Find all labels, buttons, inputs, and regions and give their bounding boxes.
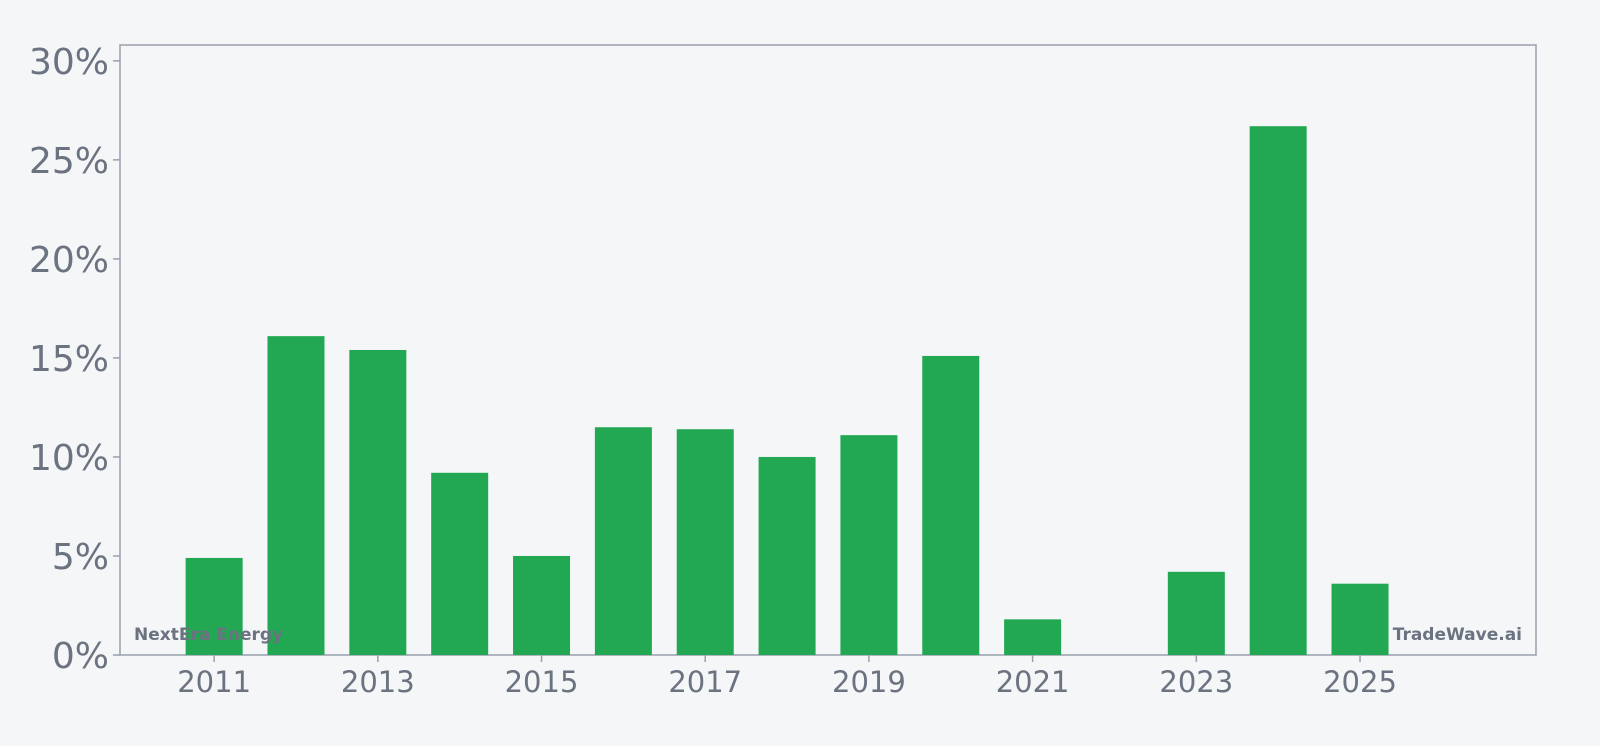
x-tick-label: 2025 bbox=[1323, 665, 1397, 699]
y-tick-label: 25% bbox=[29, 141, 109, 182]
bar-2014 bbox=[431, 472, 489, 655]
x-tick-label: 2021 bbox=[996, 665, 1070, 699]
bar-2011 bbox=[185, 557, 243, 655]
bar-2016 bbox=[594, 427, 652, 655]
bar-2019 bbox=[840, 435, 898, 655]
bar-2024 bbox=[1249, 126, 1307, 655]
x-tick-label: 2019 bbox=[832, 665, 906, 699]
bar-2015 bbox=[513, 555, 571, 655]
y-tick-label: 5% bbox=[52, 537, 109, 578]
y-tick-label: 10% bbox=[29, 438, 109, 479]
bar-2020 bbox=[922, 355, 980, 655]
plot-frame bbox=[119, 44, 1537, 656]
x-tick-label: 2013 bbox=[341, 665, 415, 699]
bar-2013 bbox=[349, 350, 407, 655]
bars-group bbox=[185, 126, 1389, 655]
x-tick-label: 2017 bbox=[668, 665, 742, 699]
y-tick-label: 0% bbox=[52, 636, 109, 677]
y-axis: 0% 5% 10% 15% 20% 25% 30% bbox=[29, 42, 120, 677]
x-axis: 2011 2013 2015 2017 2019 2021 2023 2025 bbox=[177, 655, 1397, 699]
bar-2025 bbox=[1331, 583, 1389, 655]
bar-2012 bbox=[267, 336, 325, 655]
watermark-left: NextEra Energy bbox=[134, 625, 283, 645]
x-tick-label: 2023 bbox=[1159, 665, 1233, 699]
y-tick-label: 15% bbox=[29, 339, 109, 380]
bar-2017 bbox=[676, 429, 734, 655]
y-tick-label: 30% bbox=[29, 42, 109, 83]
bar-2018 bbox=[758, 456, 816, 655]
x-tick-label: 2011 bbox=[177, 665, 251, 699]
x-tick-label: 2015 bbox=[505, 665, 579, 699]
bar-2023 bbox=[1167, 571, 1225, 655]
bar-2021 bbox=[1004, 619, 1062, 655]
y-tick-label: 20% bbox=[29, 240, 109, 281]
watermark-right: TradeWave.ai bbox=[1393, 625, 1522, 645]
